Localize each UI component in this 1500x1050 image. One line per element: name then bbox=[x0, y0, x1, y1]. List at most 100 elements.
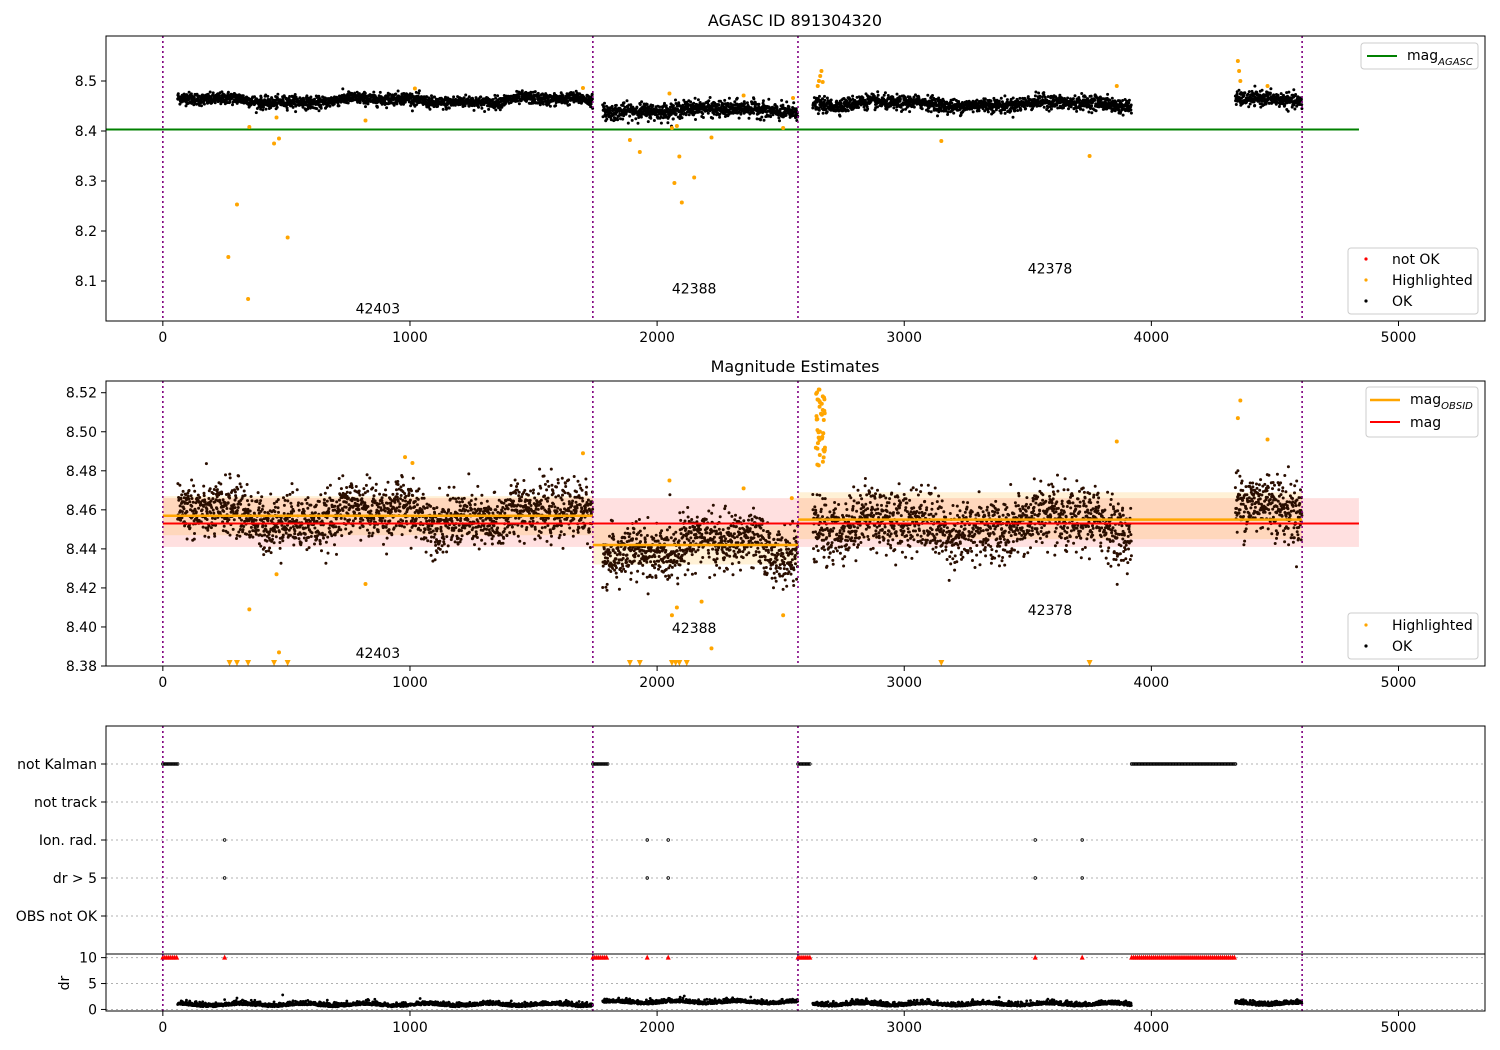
data-point-ok bbox=[747, 116, 751, 120]
data-point-ok bbox=[717, 103, 721, 107]
panel-1-legend-bottom: not OK Highlighted OK bbox=[1347, 247, 1479, 315]
data-point-ok bbox=[638, 103, 642, 106]
data-point-ok bbox=[723, 98, 727, 102]
data-point-ok bbox=[245, 532, 249, 536]
data-point-ok bbox=[219, 482, 223, 486]
data-point-ok bbox=[283, 498, 287, 502]
data-point-ok bbox=[188, 500, 192, 504]
data-point-highlighted bbox=[285, 235, 290, 240]
data-point-ok bbox=[256, 491, 260, 495]
data-point-highlighted bbox=[247, 125, 252, 129]
data-point-ok bbox=[839, 102, 843, 105]
data-point-ok bbox=[784, 113, 788, 117]
data-point-ok bbox=[395, 102, 399, 106]
data-point-ok bbox=[262, 546, 266, 550]
data-point-ok bbox=[231, 103, 234, 107]
data-point-ok bbox=[385, 106, 389, 110]
data-point-ok bbox=[275, 105, 279, 109]
data-point-ok bbox=[178, 483, 182, 487]
data-point-ok bbox=[191, 500, 195, 504]
data-point-ok bbox=[187, 497, 191, 501]
data-point-ok bbox=[480, 106, 484, 110]
data-point-ok bbox=[193, 489, 197, 493]
data-point-ok bbox=[761, 99, 765, 103]
data-point-ok bbox=[926, 93, 930, 97]
data-point-ok bbox=[378, 90, 382, 94]
data-point-ok bbox=[205, 507, 209, 511]
data-point-ok bbox=[259, 544, 263, 548]
data-point-ok bbox=[838, 114, 842, 118]
data-point-ok bbox=[536, 91, 540, 95]
data-point-ok bbox=[417, 89, 421, 93]
data-point-ok bbox=[1011, 96, 1015, 100]
x-tick-label: 0 bbox=[158, 330, 167, 346]
data-point-ok bbox=[188, 526, 192, 530]
data-point-highlighted bbox=[672, 181, 677, 185]
data-point-ok bbox=[213, 517, 217, 521]
data-point-ok bbox=[636, 121, 640, 125]
data-point-ok bbox=[825, 110, 829, 114]
data-point-highlighted bbox=[1087, 154, 1092, 158]
data-point-ok bbox=[541, 102, 545, 106]
data-point-ok bbox=[207, 535, 211, 539]
obsid-label: 42378 bbox=[1028, 262, 1073, 278]
data-point-ok bbox=[628, 114, 632, 118]
data-point-ok bbox=[337, 104, 341, 108]
data-point-ok bbox=[271, 517, 275, 521]
data-point-ok bbox=[652, 119, 656, 122]
data-point-ok bbox=[256, 528, 260, 532]
data-point-highlighted bbox=[818, 74, 823, 78]
data-point-ok bbox=[825, 96, 829, 100]
data-point-ok bbox=[211, 492, 215, 496]
data-point-ok bbox=[207, 524, 211, 528]
data-point-ok bbox=[1024, 107, 1028, 110]
data-point-ok bbox=[1294, 93, 1298, 96]
data-point-ok bbox=[223, 501, 227, 505]
data-point-ok bbox=[263, 510, 267, 514]
data-point-ok bbox=[929, 110, 933, 114]
data-point-ok bbox=[242, 525, 246, 528]
data-point-ok bbox=[205, 518, 209, 521]
data-point-ok bbox=[281, 539, 285, 543]
data-point-ok bbox=[1268, 91, 1272, 95]
data-point-ok bbox=[477, 105, 480, 109]
data-point-ok bbox=[180, 493, 184, 497]
data-point-ok bbox=[185, 93, 189, 97]
data-point-ok bbox=[1034, 90, 1038, 94]
data-point-ok bbox=[239, 485, 243, 489]
data-point-ok bbox=[276, 506, 280, 510]
data-point-ok bbox=[218, 94, 221, 97]
data-point-ok bbox=[1253, 84, 1257, 88]
data-point-ok bbox=[201, 525, 205, 529]
data-point-ok bbox=[811, 106, 815, 110]
data-point-ok bbox=[215, 488, 219, 492]
data-point-ok bbox=[313, 97, 316, 101]
data-point-ok bbox=[759, 118, 762, 122]
data-point-ok bbox=[265, 539, 269, 543]
data-point-ok bbox=[1018, 96, 1022, 100]
data-point-ok bbox=[464, 93, 468, 97]
data-point-ok bbox=[816, 112, 820, 116]
data-point-ok bbox=[1011, 115, 1015, 119]
data-point-ok bbox=[236, 506, 240, 509]
data-point-highlighted bbox=[709, 135, 714, 140]
data-point-ok bbox=[760, 115, 764, 119]
data-point-ok bbox=[271, 534, 275, 538]
data-point-ok bbox=[200, 508, 204, 512]
data-point-ok bbox=[231, 527, 235, 531]
data-point-ok bbox=[213, 534, 217, 538]
data-point-ok bbox=[616, 118, 620, 122]
data-point-ok bbox=[277, 530, 281, 534]
data-point-ok bbox=[701, 116, 705, 119]
x-tick-label: 3000 bbox=[886, 330, 922, 346]
data-point-ok bbox=[237, 530, 241, 534]
data-point-ok bbox=[1089, 94, 1093, 98]
data-point-ok bbox=[1005, 98, 1009, 102]
data-point-highlighted bbox=[412, 86, 417, 91]
data-point-ok bbox=[185, 510, 189, 514]
data-point-ok bbox=[1033, 94, 1037, 98]
data-point-ok bbox=[250, 499, 254, 503]
data-point-ok bbox=[694, 118, 697, 121]
